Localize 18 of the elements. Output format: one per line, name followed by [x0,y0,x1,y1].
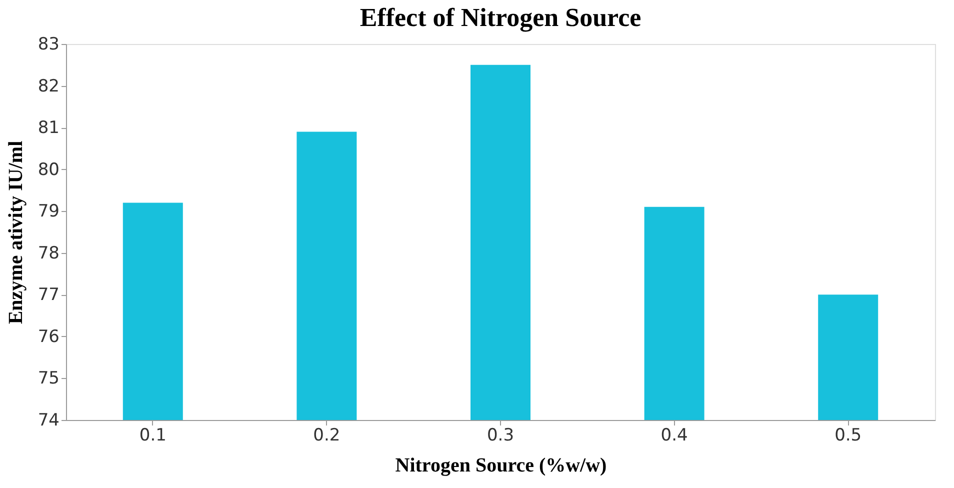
y-tick-label: 81 [38,118,60,138]
chart-title: Effect of Nitrogen Source [360,3,642,32]
y-tick-label: 79 [38,202,60,222]
y-tick-label: 76 [38,326,60,347]
y-tick-label: 82 [38,76,60,96]
y-tick-label: 78 [38,243,60,264]
x-tick-label: 0.3 [486,426,514,446]
x-tick-label: 0.5 [834,426,862,446]
x-axis-title: Nitrogen Source (%w/w) [395,454,607,476]
y-tick-label: 74 [38,410,60,430]
y-tick-label: 83 [38,34,60,54]
x-tick-label: 0.2 [313,426,340,446]
y-tick-label: 75 [38,368,60,389]
x-tick-label: 0.1 [139,426,166,446]
y-tick-label: 80 [38,160,60,180]
x-tick-label: 0.4 [660,426,688,446]
y-tick-label: 77 [38,285,60,306]
y-axis-title: Enzyme ativity IU/ml [4,140,27,324]
